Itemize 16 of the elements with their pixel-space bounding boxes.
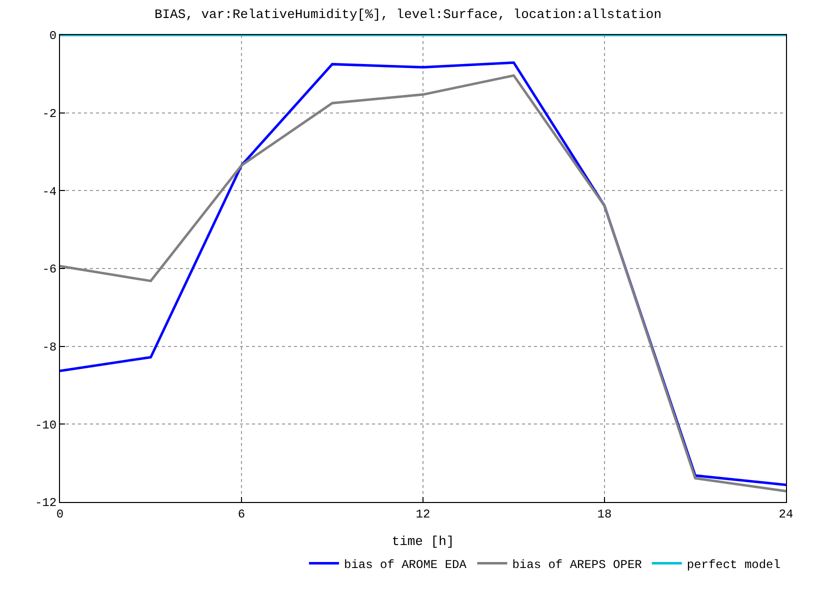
chart-title: BIAS, var:RelativeHumidity[%], level:Surface, location:allstation (154, 7, 662, 22)
x-axis-title: time [h] (392, 534, 454, 549)
y-tick-label: -10 (34, 418, 57, 432)
x-tick-label: 18 (597, 507, 612, 522)
y-tick-label: 0 (49, 29, 57, 44)
legend-label: bias of AROME EDA (344, 558, 468, 572)
y-tick-label: -4 (42, 184, 57, 199)
legend-label: bias of AREPS OPER (512, 558, 642, 572)
x-tick-label: 6 (238, 507, 246, 522)
y-tick-label: -8 (42, 340, 57, 355)
y-tick-label: -2 (42, 107, 57, 122)
y-tick-label: -6 (42, 262, 57, 277)
y-tick-label: -12 (34, 496, 57, 510)
x-tick-label: 24 (778, 507, 794, 522)
legend-label: perfect model (686, 558, 780, 572)
x-tick-label: 12 (416, 507, 430, 522)
